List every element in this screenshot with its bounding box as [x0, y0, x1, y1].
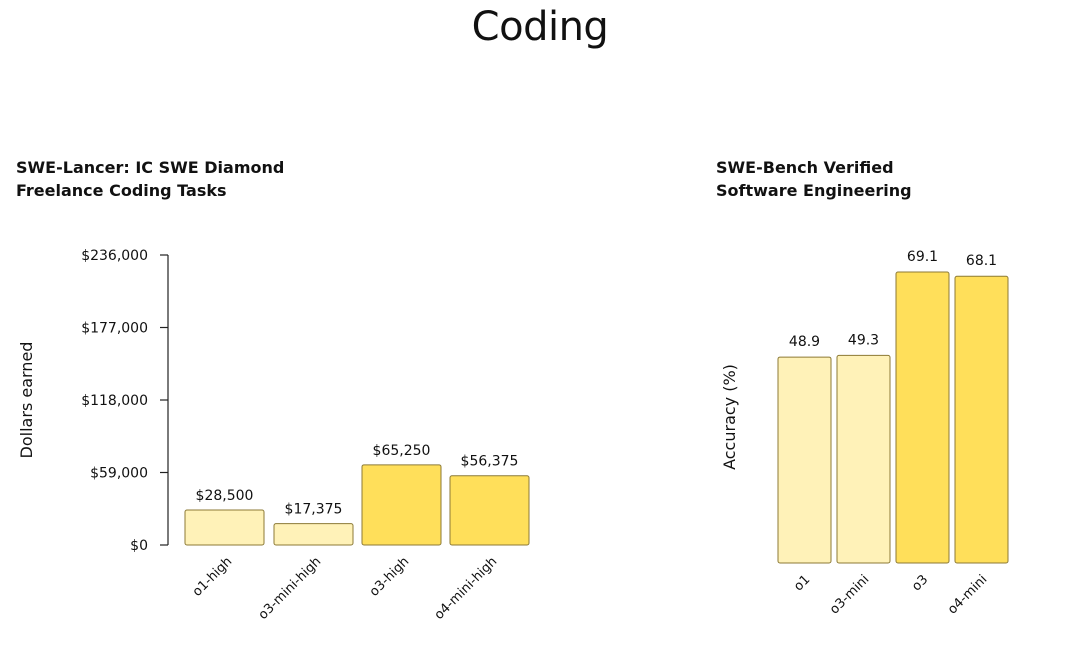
bar-o3-mini [836, 354, 891, 564]
swe-bench-chart: Accuracy (%) 48.9 o1 49.3 o3-mini 69.1 o3 68.1 o… [720, 249, 1009, 618]
bar-value-label: $56,375 [461, 454, 519, 470]
chart-title-line-1: SWE-Lancer: IC SWE Diamond [16, 158, 285, 177]
chart-title-line-2: Freelance Coding Tasks [16, 181, 227, 200]
bar-o3 [895, 271, 950, 564]
chart-title-line-1: SWE-Bench Verified [716, 158, 894, 177]
bar-value-label: $28,500 [196, 488, 254, 504]
bar-value-label: 49.3 [848, 332, 879, 348]
y-axis-label: Accuracy (%) [720, 364, 739, 470]
bar-value-label: 69.1 [907, 249, 938, 265]
y-tick-label: $59,000 [90, 466, 148, 482]
x-tick-label: o3 [909, 572, 931, 594]
bar-o3-mini-high [273, 523, 354, 546]
x-tick-label: o3-high [367, 554, 412, 599]
bar-o3-high [361, 464, 442, 546]
x-tick-label: o4-mini [945, 572, 990, 617]
bar-o1 [777, 356, 832, 564]
bar-o4-mini [954, 275, 1009, 564]
chart-title-swe-bench: SWE-Bench Verified Software Engineering [716, 156, 912, 202]
x-tick-label: o1 [791, 572, 813, 594]
y-tick-label: $118,000 [81, 393, 148, 409]
chart-title-line-2: Software Engineering [716, 181, 912, 200]
y-axis-label: Dollars earned [17, 342, 36, 459]
x-tick-label: o3-mini [827, 572, 872, 617]
bar-value-label: 48.9 [789, 334, 820, 350]
y-tick-label: $236,000 [81, 248, 148, 264]
bar-value-label: $65,250 [373, 443, 431, 459]
x-tick-label: o1-high [190, 554, 235, 599]
y-tick-label: $177,000 [81, 321, 148, 337]
x-tick-label: o3-mini-high [256, 554, 325, 623]
bar-value-label: 68.1 [966, 253, 997, 269]
y-tick-label: $0 [130, 538, 148, 554]
swe-lancer-chart: $0 $59,000 $118,000 $177,000 $236,000 Dollars… [17, 248, 530, 623]
bar-value-label: $17,375 [285, 502, 343, 518]
page-title: Coding [471, 4, 609, 50]
chart-title-swe-lancer: SWE-Lancer: IC SWE Diamond Freelance Cod… [16, 156, 284, 202]
bar-o1-high [184, 509, 265, 546]
bar-o4-mini-high [449, 475, 530, 546]
x-tick-label: o4-mini-high [432, 554, 501, 623]
